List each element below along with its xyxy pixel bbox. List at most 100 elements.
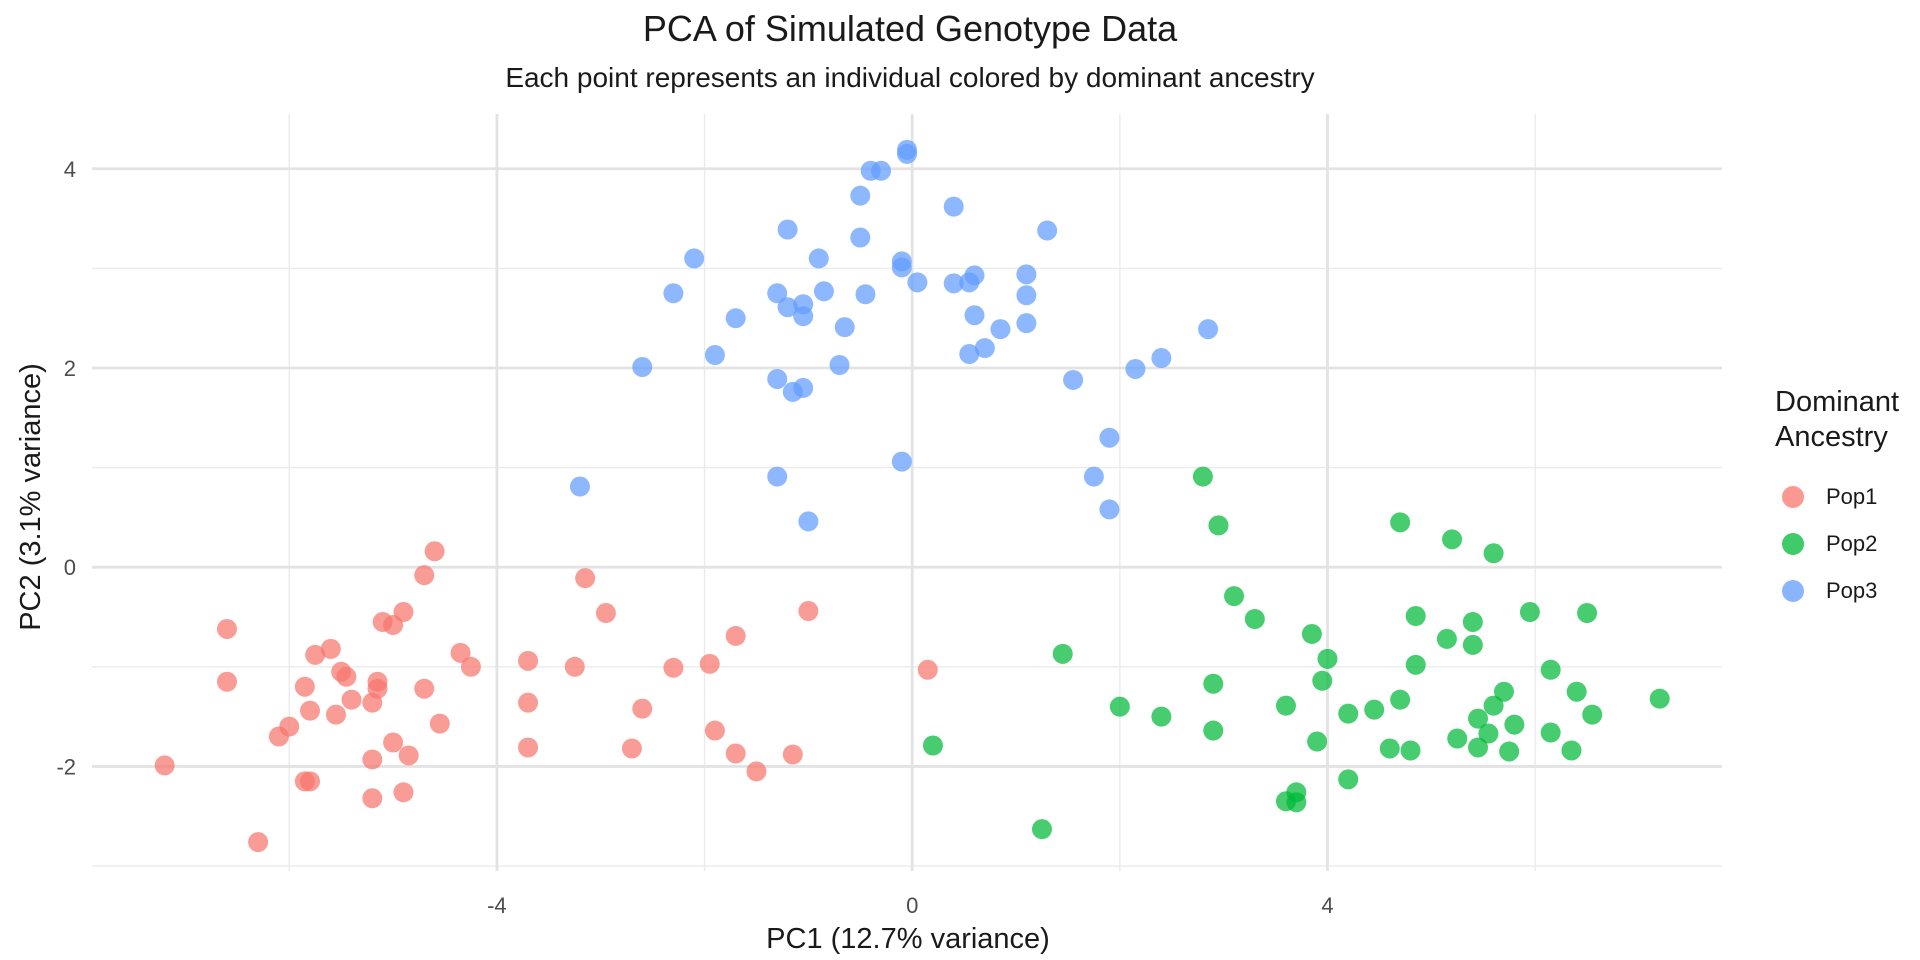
- data-point-pop2: [1468, 708, 1489, 729]
- y-tick-label: 2: [64, 356, 76, 381]
- data-point-pop2: [1312, 670, 1333, 691]
- data-point-pop2: [1478, 723, 1499, 744]
- data-point-pop1: [248, 832, 269, 853]
- data-point-pop1: [216, 671, 237, 692]
- data-point-pop3: [834, 317, 855, 338]
- data-point-pop1: [460, 656, 481, 677]
- legend-item-pop3: Pop3: [1775, 567, 1920, 614]
- data-point-pop3: [684, 248, 705, 269]
- data-point-pop2: [1462, 634, 1483, 655]
- data-point-pop2: [1462, 611, 1483, 632]
- data-point-pop2: [922, 735, 943, 756]
- data-point-pop3: [850, 185, 871, 206]
- data-point-pop3: [813, 281, 834, 302]
- data-point-pop1: [518, 692, 539, 713]
- data-point-pop2: [1540, 722, 1561, 743]
- data-point-pop3: [1016, 264, 1037, 285]
- data-point-pop1: [320, 638, 341, 659]
- data-point-pop3: [704, 345, 725, 366]
- data-point-pop1: [575, 568, 596, 589]
- data-point-pop3: [891, 257, 912, 278]
- data-point-pop2: [1317, 648, 1338, 669]
- data-point-pop2: [1400, 740, 1421, 761]
- data-point-pop2: [1052, 643, 1073, 664]
- data-point-pop1: [429, 713, 450, 734]
- data-point-pop2: [1338, 769, 1359, 790]
- data-point-pop1: [798, 601, 819, 622]
- data-point-pop3: [632, 356, 653, 377]
- data-point-pop2: [1493, 681, 1514, 702]
- data-point-pop2: [1208, 515, 1229, 536]
- y-tick-label: 4: [64, 157, 76, 182]
- data-point-pop2: [1577, 603, 1598, 624]
- legend-label-pop2: Pop2: [1826, 530, 1878, 556]
- data-point-pop2: [1519, 602, 1540, 623]
- data-point-pop1: [704, 720, 725, 741]
- data-point-pop3: [1151, 348, 1172, 369]
- data-point-pop1: [414, 678, 435, 699]
- data-point-pop3: [1099, 499, 1120, 520]
- data-point-pop2: [1447, 728, 1468, 749]
- data-point-pop2: [1504, 714, 1525, 735]
- data-point-pop2: [1364, 699, 1385, 720]
- data-point-pop3: [897, 143, 917, 164]
- data-point-pop2: [1566, 681, 1587, 702]
- data-point-pop2: [1390, 689, 1411, 710]
- data-point-pop2: [1286, 792, 1307, 813]
- data-point-pop2: [1244, 608, 1265, 629]
- data-point-pop2: [1540, 659, 1561, 680]
- data-point-pop2: [1561, 740, 1582, 761]
- data-point-pop3: [891, 451, 912, 472]
- data-point-pop3: [907, 272, 928, 293]
- legend-key-pop3: [1782, 579, 1804, 602]
- data-point-pop1: [414, 565, 435, 586]
- chart-title: PCA of Simulated Genotype Data: [642, 8, 1178, 49]
- data-point-pop1: [564, 656, 585, 677]
- data-point-pop2: [1649, 688, 1670, 709]
- data-point-pop1: [383, 614, 404, 635]
- data-point-pop2: [1192, 466, 1213, 487]
- data-point-pop1: [331, 661, 352, 682]
- data-point-pop3: [1125, 358, 1146, 379]
- data-point-pop1: [746, 761, 767, 782]
- data-point-pop2: [1379, 738, 1400, 759]
- data-point-pop2: [1307, 731, 1328, 752]
- data-point-pop2: [1442, 529, 1463, 550]
- legend-title: Dominant Ancestry: [1775, 386, 1900, 453]
- data-point-pop3: [777, 297, 798, 318]
- data-point-pop3: [871, 160, 892, 181]
- data-point-pop1: [917, 659, 938, 680]
- data-point-pop2: [1468, 737, 1489, 758]
- data-point-pop2: [1301, 623, 1322, 644]
- data-point-pop1: [518, 650, 539, 671]
- data-point-pop1: [216, 618, 237, 639]
- data-point-pop1: [699, 653, 720, 674]
- chart-subtitle: Each point represents an individual colo…: [505, 62, 1315, 93]
- data-point-pop3: [767, 283, 788, 304]
- data-point-pop1: [398, 745, 419, 766]
- data-point-pop3: [850, 227, 871, 248]
- x-tick-label: 4: [1321, 893, 1333, 918]
- data-point-pop1: [663, 657, 684, 678]
- data-point-pop3: [725, 308, 746, 329]
- data-point-pop1: [300, 771, 321, 792]
- axis-ticks: -4 0 4 -2 0 2 4: [56, 157, 1333, 918]
- data-point-pop2: [1405, 606, 1426, 627]
- data-point-pop1: [305, 644, 326, 665]
- data-point-pop1: [725, 625, 746, 646]
- data-point-pop1: [450, 642, 471, 663]
- data-point-pop3: [798, 511, 819, 532]
- legend-item-pop1: Pop1: [1775, 473, 1920, 520]
- data-point-pop3: [767, 368, 788, 389]
- legend: Dominant Ancestry Pop1 Pop2 Pop3: [1775, 385, 1920, 614]
- data-point-pop1: [595, 603, 616, 624]
- x-axis-title: PC1 (12.7% variance): [766, 923, 1050, 955]
- data-point-pop2: [1499, 741, 1520, 762]
- data-point-pop2: [1483, 695, 1504, 716]
- data-point-pop1: [424, 541, 445, 562]
- data-point-pop3: [829, 355, 850, 376]
- data-point-pop1: [154, 755, 175, 776]
- data-point-pop3: [663, 283, 684, 304]
- data-point-pop3: [964, 305, 985, 326]
